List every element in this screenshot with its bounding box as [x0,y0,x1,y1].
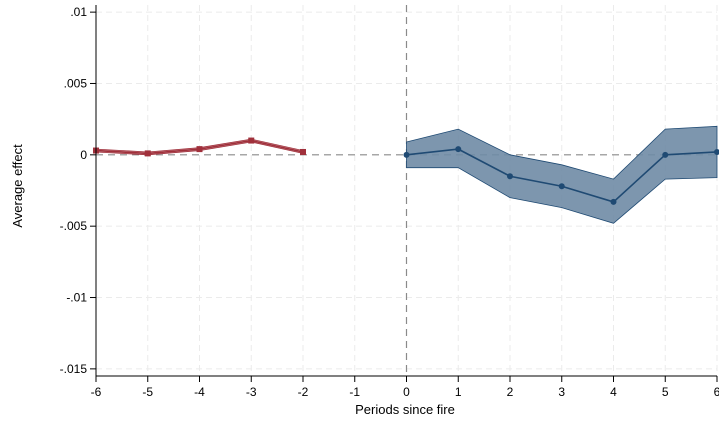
data-point-series-0-4 [300,148,306,155]
y-tick-label-1: .005 [64,76,88,90]
y-axis-title: Average effect [10,144,25,228]
y-tick-label-4: -.01 [66,291,87,305]
x-tick-label-0: -6 [91,385,102,399]
data-point-series-0-2 [196,146,203,153]
x-tick-label-3: -3 [246,385,257,399]
data-point-series-1-6 [714,148,719,155]
x-tick-label-5: -1 [349,385,360,399]
x-tick-label-2: -4 [194,385,205,399]
reference-lines [96,5,717,376]
data-point-series-1-0 [403,151,410,158]
x-tick-label-8: 2 [507,385,514,399]
x-tick-label-10: 4 [610,385,617,399]
x-tick-label-4: -2 [298,385,309,399]
data-point-series-0-1 [144,150,151,157]
x-tick-label-6: 0 [403,385,410,399]
series-markers [93,137,719,205]
confidence-band-series-1 [406,125,718,224]
x-tick-label-11: 5 [662,385,669,399]
data-point-series-1-3 [558,183,565,190]
data-point-series-1-4 [610,198,617,205]
x-tick-label-7: 1 [455,385,462,399]
x-tick-label-12: 6 [714,385,719,399]
y-tick-label-0: .01 [70,5,87,19]
y-tick-label-3: -.005 [60,219,88,233]
x-axis-title: Periods since fire [355,402,455,417]
x-tick-label-9: 3 [558,385,565,399]
data-point-series-1-2 [507,173,513,180]
data-point-series-1-5 [662,151,669,158]
y-tick-label-2: 0 [80,148,87,162]
y-tick-label-5: -.015 [60,362,88,376]
axes: .01 .005 0 -.005 -.01 -.015-6 -5 -4 -3 -2 -1 0 1 2 3 4 5… [60,5,719,399]
data-point-series-1-1 [455,146,462,153]
x-tick-label-1: -5 [142,385,153,399]
data-point-series-0-3 [248,137,255,144]
